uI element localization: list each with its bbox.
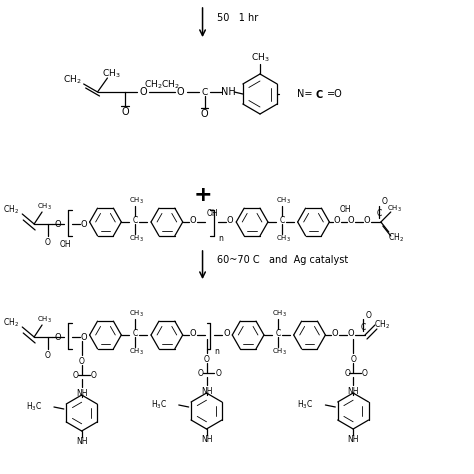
Text: OH: OH <box>207 210 218 219</box>
Text: $\mathbf{C}$: $\mathbf{C}$ <box>315 88 323 100</box>
Text: O: O <box>45 350 51 359</box>
Text: CH$_3$: CH$_3$ <box>272 309 287 319</box>
Text: O: O <box>139 87 147 97</box>
Text: O: O <box>344 368 350 377</box>
Text: CH$_3$: CH$_3$ <box>129 309 144 319</box>
Text: O: O <box>189 328 196 337</box>
Text: 50   1 hr: 50 1 hr <box>218 13 259 23</box>
Text: O: O <box>364 216 370 225</box>
Text: O: O <box>45 237 51 246</box>
Text: O: O <box>362 368 368 377</box>
Text: CH$_3$: CH$_3$ <box>36 315 52 325</box>
Text: CH$_3$: CH$_3$ <box>102 68 121 80</box>
Text: NH: NH <box>76 437 87 446</box>
Text: H$_3$C: H$_3$C <box>297 399 313 411</box>
Text: O: O <box>91 371 97 380</box>
Text: CH$_2$CH$_2$: CH$_2$CH$_2$ <box>144 79 180 91</box>
Text: C: C <box>133 216 138 225</box>
Text: O: O <box>332 328 338 337</box>
Text: C: C <box>275 328 281 337</box>
Text: O: O <box>81 332 87 341</box>
Text: NH: NH <box>201 386 212 395</box>
Text: CH$_3$: CH$_3$ <box>129 347 144 357</box>
Text: n: n <box>219 234 223 243</box>
Text: H$_3$C: H$_3$C <box>151 399 167 411</box>
Text: O: O <box>198 368 203 377</box>
Text: O: O <box>121 107 129 117</box>
Text: O: O <box>216 368 221 377</box>
Text: O: O <box>382 198 388 207</box>
Text: CH$_3$: CH$_3$ <box>129 196 144 206</box>
Text: O: O <box>348 328 355 337</box>
Text: O: O <box>55 332 61 341</box>
Text: CH$_3$: CH$_3$ <box>129 234 144 244</box>
Text: C: C <box>360 322 365 331</box>
Text: O: O <box>201 109 209 119</box>
Text: 60~70 C   and  Ag catalyst: 60~70 C and Ag catalyst <box>218 255 349 265</box>
Text: CH$_3$: CH$_3$ <box>251 52 269 64</box>
Text: O: O <box>55 219 61 228</box>
Text: NH: NH <box>76 389 87 398</box>
Text: C: C <box>279 216 284 225</box>
Text: +: + <box>193 185 212 205</box>
Text: O: O <box>189 216 196 225</box>
Text: CH$_2$: CH$_2$ <box>388 232 404 244</box>
Text: O: O <box>79 356 85 365</box>
Text: CH$_2$: CH$_2$ <box>63 74 82 86</box>
Text: O: O <box>227 216 234 225</box>
Text: C: C <box>376 210 382 219</box>
Text: N=: N= <box>297 89 312 99</box>
Text: C: C <box>133 328 138 337</box>
Text: OH: OH <box>339 206 351 215</box>
Text: n: n <box>214 346 219 356</box>
Text: O: O <box>366 310 372 319</box>
Text: CH$_2$: CH$_2$ <box>3 317 19 329</box>
Text: CH$_2$: CH$_2$ <box>374 319 390 331</box>
Text: OH: OH <box>60 239 72 248</box>
Text: O: O <box>350 355 356 364</box>
Text: NH: NH <box>201 435 212 444</box>
Text: NH: NH <box>347 386 359 395</box>
Text: CH$_3$: CH$_3$ <box>36 202 52 212</box>
Text: O: O <box>81 219 87 228</box>
Text: CH$_3$: CH$_3$ <box>387 204 402 214</box>
Text: O: O <box>177 87 184 97</box>
Text: O: O <box>73 371 79 380</box>
Text: O: O <box>203 355 210 364</box>
Text: CH$_3$: CH$_3$ <box>272 347 287 357</box>
Text: =O: =O <box>327 89 342 99</box>
Text: C: C <box>201 88 208 97</box>
Text: H$_3$C: H$_3$C <box>26 401 42 413</box>
Text: O: O <box>223 328 229 337</box>
Text: O: O <box>334 216 341 225</box>
Text: O: O <box>348 216 355 225</box>
Text: CH$_2$: CH$_2$ <box>3 204 19 216</box>
Text: CH$_3$: CH$_3$ <box>276 196 291 206</box>
Text: NH: NH <box>347 435 359 444</box>
Text: NH: NH <box>221 87 236 97</box>
Text: CH$_3$: CH$_3$ <box>276 234 291 244</box>
